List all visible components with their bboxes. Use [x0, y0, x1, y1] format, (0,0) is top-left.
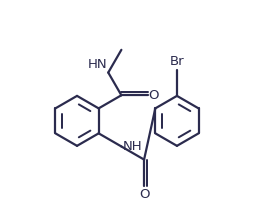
- Text: O: O: [149, 89, 159, 102]
- Text: HN: HN: [88, 59, 107, 72]
- Text: NH: NH: [123, 140, 142, 153]
- Text: O: O: [139, 188, 149, 201]
- Text: Br: Br: [170, 55, 184, 68]
